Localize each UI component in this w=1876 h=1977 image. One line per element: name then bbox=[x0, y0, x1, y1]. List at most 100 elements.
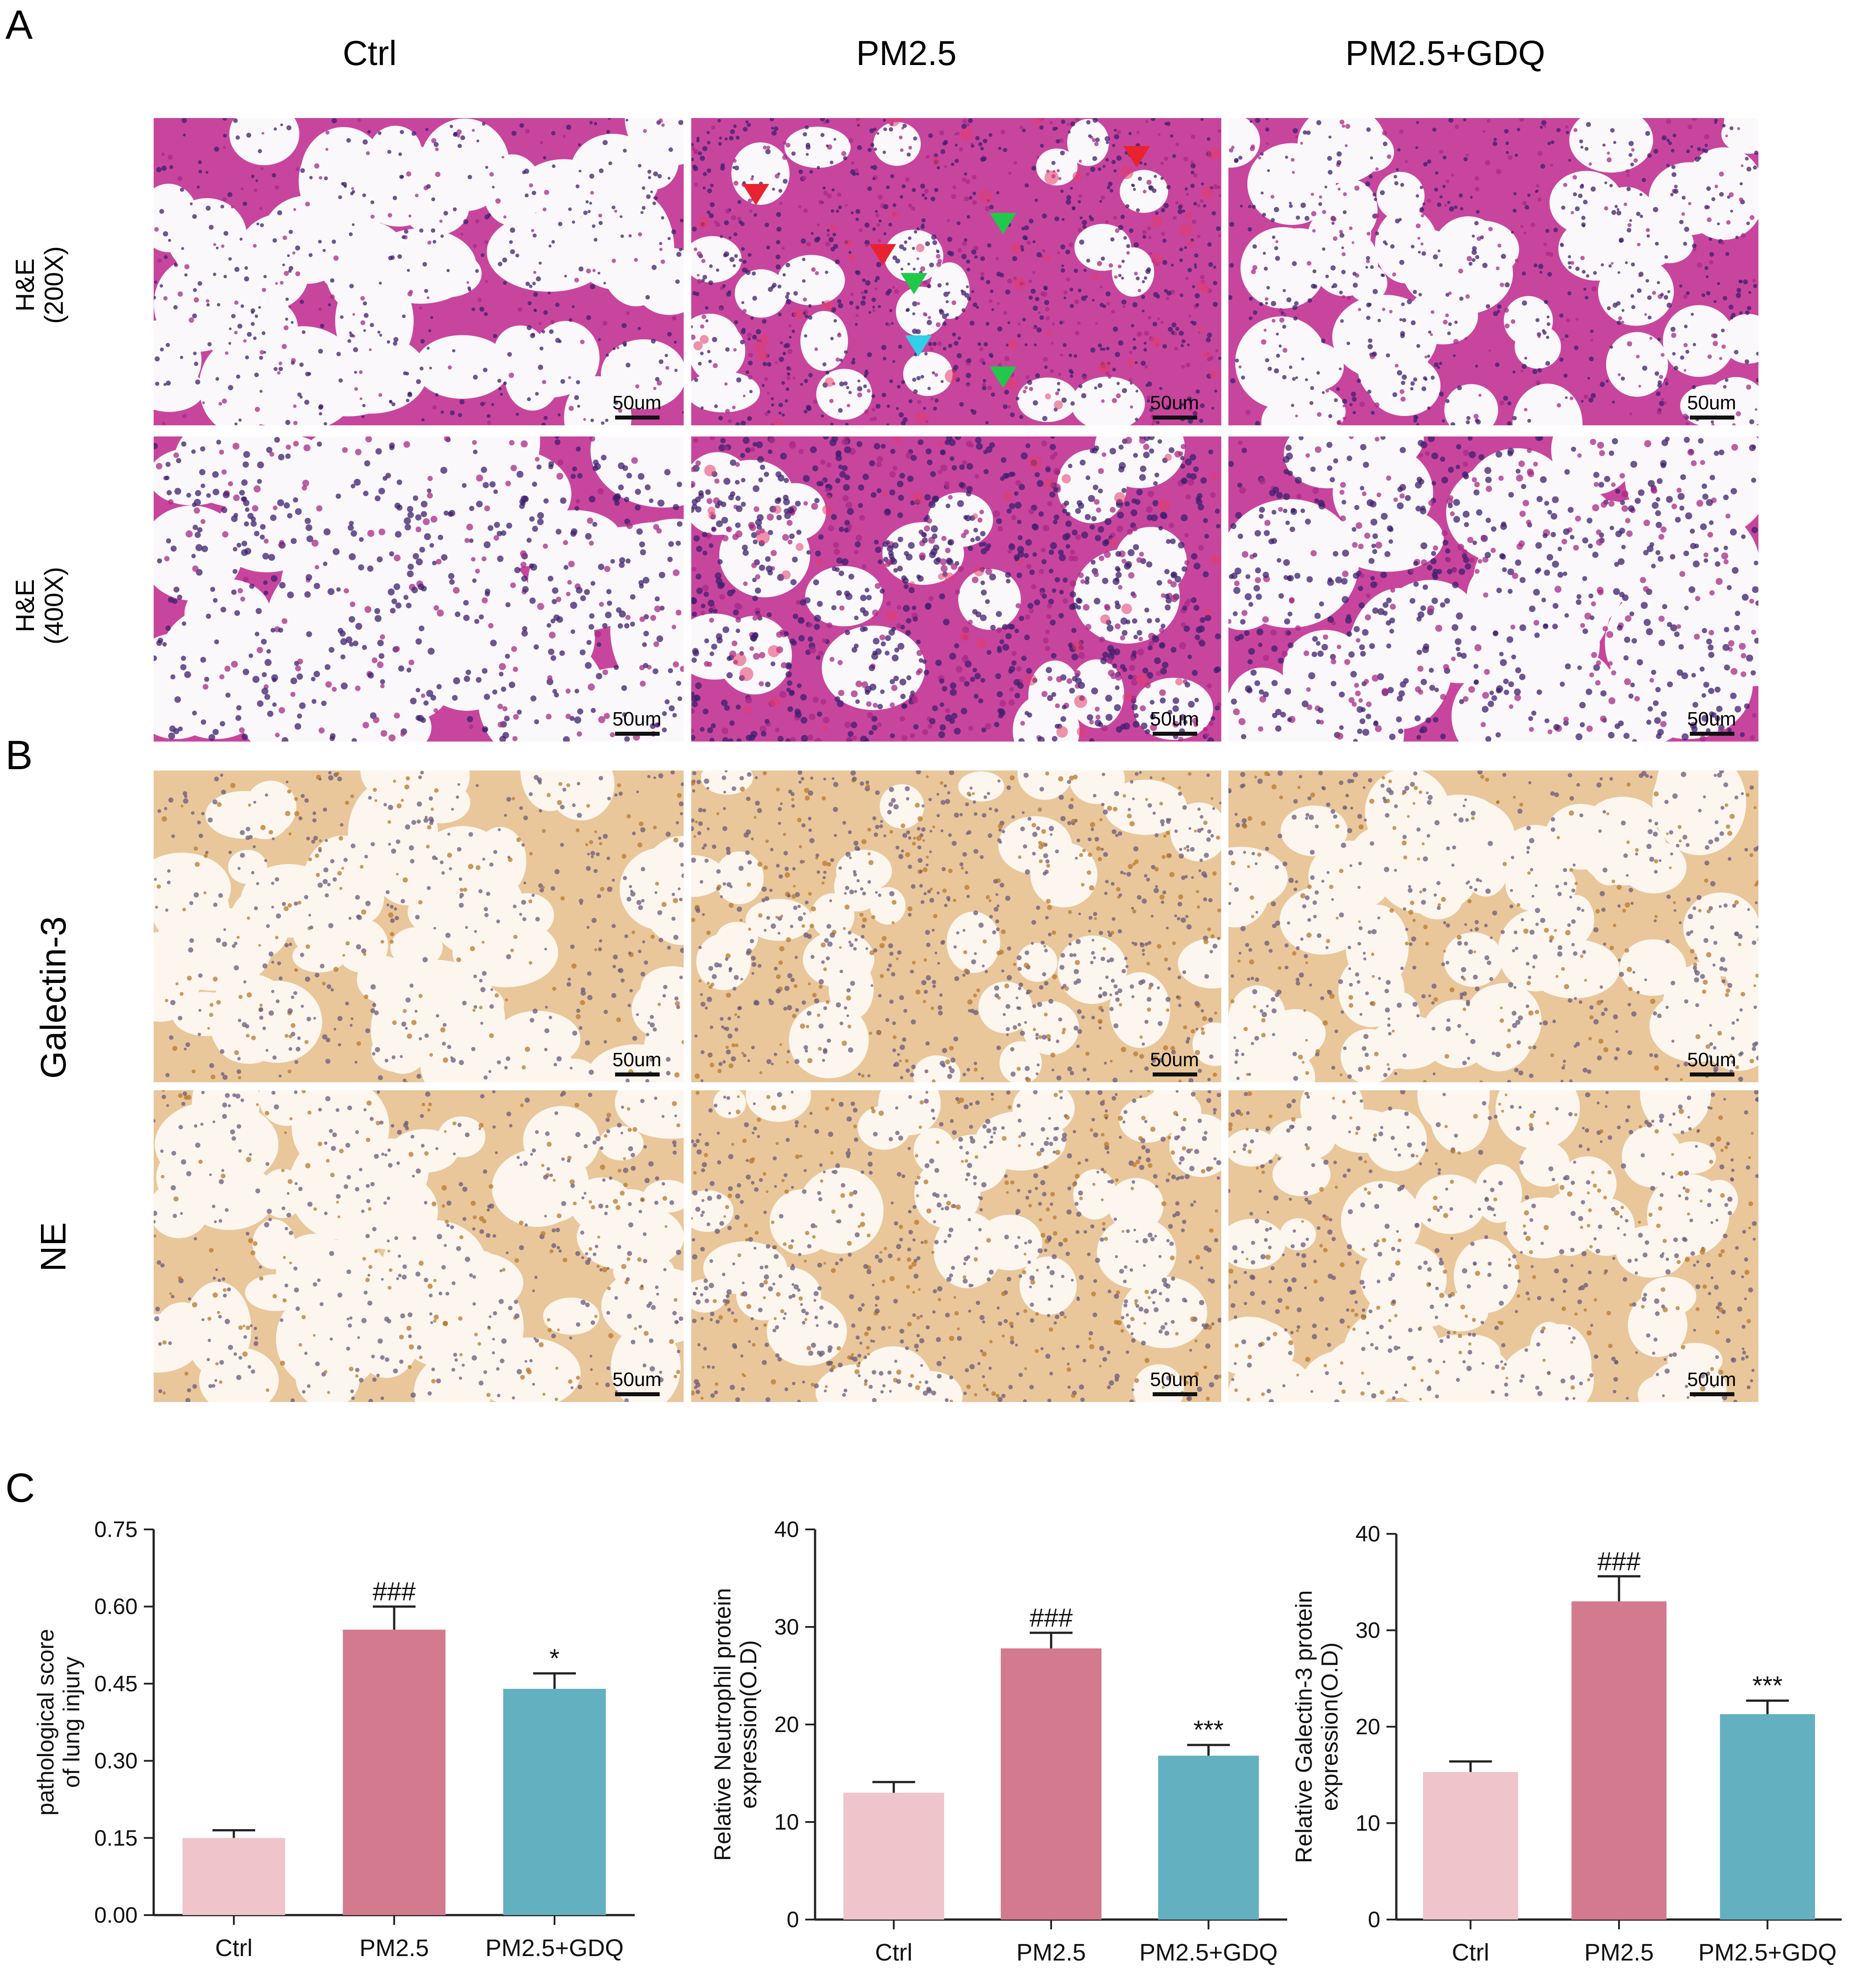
red-arrow-2 bbox=[869, 244, 896, 265]
scale-bar-line bbox=[615, 416, 660, 420]
row-label-he-400x-line1: H&E bbox=[11, 579, 40, 632]
scale-bar-label: 50um bbox=[1150, 1049, 1199, 1071]
bar-3 bbox=[1158, 1756, 1259, 1920]
row-label-he-400x: H&E (400X) bbox=[11, 552, 69, 659]
bar-2 bbox=[1000, 1648, 1102, 1920]
scale-bar: 50um bbox=[612, 392, 662, 420]
micrograph-ne-ctrl: 50um bbox=[154, 1090, 684, 1402]
x-tick-label: PM2.5+GDQ bbox=[1698, 1939, 1837, 1966]
x-tick-label: Ctrl bbox=[875, 1939, 913, 1966]
y-tick-label: 0.75 bbox=[94, 1517, 138, 1542]
bar-1 bbox=[843, 1793, 944, 1920]
bar-2 bbox=[343, 1630, 446, 1915]
significance-label: ### bbox=[1030, 1603, 1073, 1632]
scale-bar-label: 50um bbox=[612, 392, 662, 414]
micrograph-he-200x-pm25-gdq: 50um bbox=[1228, 118, 1758, 425]
green-arrow-2 bbox=[901, 273, 927, 294]
panel-letter-c: C bbox=[5, 1465, 35, 1511]
bar-chart-2: 0 10 20 30 40 Relative Neutrophil proteinexpr… bbox=[710, 1517, 1287, 1966]
row-label-galectin3: Galectin-3 bbox=[33, 909, 73, 1087]
green-arrow-3 bbox=[990, 367, 1016, 388]
bar-chart-1: 0.00 0.15 0.30 0.45 0.60 0.75 pathological sco… bbox=[33, 1517, 635, 1961]
micrograph-he-400x-ctrl: 50um bbox=[154, 436, 684, 742]
scale-bar-label: 50um bbox=[612, 1369, 662, 1390]
significance-label: *** bbox=[1752, 1671, 1782, 1700]
scale-bar-line bbox=[1153, 416, 1197, 420]
scale-bar: 50um bbox=[1687, 1049, 1737, 1076]
bar-2 bbox=[1571, 1601, 1667, 1920]
bar-1 bbox=[1423, 1772, 1518, 1920]
y-tick-label: 0.60 bbox=[94, 1594, 138, 1619]
scale-bar: 50um bbox=[1150, 393, 1199, 420]
y-axis-label-line: of lung injury bbox=[59, 1657, 85, 1788]
scale-bar-line bbox=[1153, 732, 1197, 736]
scale-bar-label: 50um bbox=[612, 1049, 662, 1071]
x-tick-label: PM2.5 bbox=[1016, 1939, 1086, 1966]
y-tick-label: 10 bbox=[1355, 1811, 1380, 1836]
y-tick-label: 30 bbox=[774, 1614, 799, 1639]
x-tick-label: PM2.5 bbox=[359, 1935, 429, 1961]
red-arrow-3 bbox=[1123, 146, 1150, 167]
row-label-galectin3-text: Galectin-3 bbox=[33, 916, 73, 1079]
y-tick-label: 30 bbox=[1355, 1618, 1380, 1643]
scale-bar: 50um bbox=[1687, 392, 1737, 420]
y-axis-label: Relative Galectin-3 proteinexpression(O.… bbox=[1291, 1590, 1343, 1863]
bar-3 bbox=[503, 1688, 606, 1915]
scale-bar-line bbox=[615, 732, 660, 736]
bar-chart-3: 0 10 20 30 40 Relative Galectin-3 proteinexpr… bbox=[1291, 1521, 1842, 1966]
micrograph-he-400x-pm25-gdq: 50um bbox=[1228, 436, 1758, 742]
x-tick-label: Ctrl bbox=[1452, 1939, 1489, 1966]
y-tick-label: 0.30 bbox=[94, 1749, 138, 1773]
micrograph-he-200x-ctrl: 50um bbox=[154, 118, 684, 425]
scale-bar-line bbox=[615, 1072, 660, 1076]
y-tick-label: 20 bbox=[774, 1712, 799, 1737]
y-tick-label: 0 bbox=[1368, 1907, 1380, 1932]
scale-bar: 50um bbox=[1687, 709, 1736, 736]
y-axis-label-line: Relative Galectin-3 protein bbox=[1291, 1590, 1317, 1863]
scale-bar-line bbox=[1153, 1072, 1197, 1076]
x-tick-label: PM2.5 bbox=[1584, 1939, 1654, 1966]
micrograph-galectin3-pm25-gdq: 50um bbox=[1228, 770, 1758, 1082]
micrograph-galectin3-pm25: 50um bbox=[691, 770, 1221, 1082]
cyan-arrow bbox=[905, 335, 932, 357]
scale-bar-line bbox=[1690, 416, 1734, 420]
column-header-pm25: PM2.5 bbox=[856, 33, 957, 73]
y-axis-label-line: expression(O.D) bbox=[736, 1640, 762, 1809]
row-label-ne-text: NE bbox=[33, 1222, 73, 1272]
y-tick-label: 0.15 bbox=[94, 1826, 138, 1851]
row-label-he-200x: H&E (200X) bbox=[11, 232, 69, 338]
micrograph-ne-pm25-gdq: 50um bbox=[1228, 1090, 1758, 1402]
micrograph-ne-pm25: 50um bbox=[691, 1090, 1221, 1402]
y-axis-label-line: pathological score bbox=[33, 1629, 59, 1815]
micrograph-galectin3-ctrl: 50um bbox=[154, 770, 684, 1082]
panel-letter-a: A bbox=[5, 2, 33, 48]
significance-label: ### bbox=[1598, 1547, 1641, 1576]
scale-bar: 50um bbox=[612, 1369, 662, 1396]
green-arrow-1 bbox=[990, 213, 1016, 234]
y-axis-label-line: expression(O.D) bbox=[1317, 1643, 1343, 1811]
column-header-pm25-gdq: PM2.5+GDQ bbox=[1345, 33, 1546, 73]
bar-1 bbox=[182, 1838, 285, 1915]
red-arrow-1 bbox=[742, 184, 769, 205]
scale-bar-label: 50um bbox=[1687, 1049, 1737, 1071]
scale-bar: 50um bbox=[1150, 1049, 1199, 1076]
scale-bar-label: 50um bbox=[1687, 392, 1737, 414]
scale-bar: 50um bbox=[1150, 1369, 1199, 1396]
scale-bar-label: 50um bbox=[1150, 1369, 1199, 1390]
significance-label: ### bbox=[373, 1577, 416, 1606]
x-tick-label: Ctrl bbox=[215, 1935, 253, 1961]
row-label-he-200x-line2: (200X) bbox=[40, 246, 69, 324]
scale-bar: 50um bbox=[612, 1049, 662, 1076]
micrograph-he-400x-pm25: 50um bbox=[691, 436, 1221, 742]
scale-bar-line bbox=[1690, 1392, 1734, 1396]
y-axis-label: pathological scoreof lung injury bbox=[33, 1629, 85, 1815]
scale-bar-line bbox=[615, 1392, 660, 1396]
significance-label: * bbox=[550, 1644, 560, 1673]
x-tick-label: PM2.5+GDQ bbox=[485, 1935, 624, 1961]
y-tick-label: 40 bbox=[774, 1517, 799, 1542]
scale-bar-line bbox=[1690, 1072, 1734, 1076]
y-tick-label: 0.45 bbox=[94, 1671, 138, 1696]
column-header-ctrl: Ctrl bbox=[343, 33, 397, 73]
significance-label: *** bbox=[1193, 1716, 1223, 1745]
y-axis-label-line: Relative Neutrophil protein bbox=[710, 1588, 736, 1861]
